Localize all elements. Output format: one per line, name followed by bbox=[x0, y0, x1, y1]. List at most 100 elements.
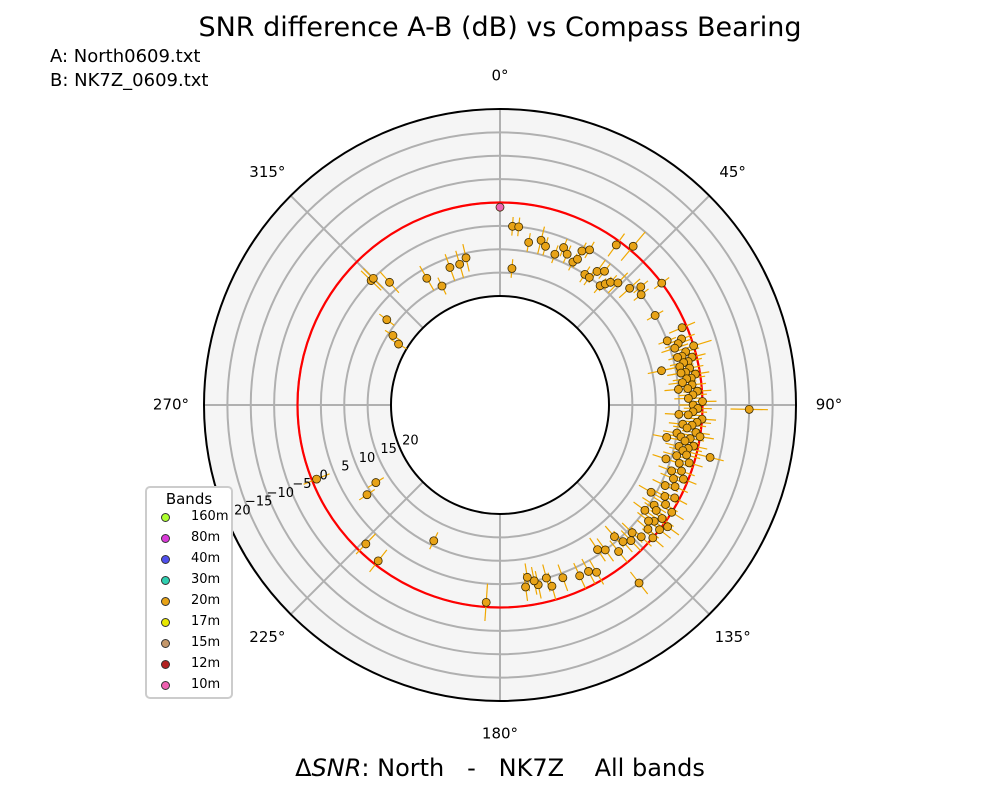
chart-title: SNR difference A-B (dB) vs Compass Beari… bbox=[198, 12, 802, 43]
data-point bbox=[541, 241, 550, 251]
legend-item: 17m bbox=[147, 613, 231, 634]
data-point bbox=[744, 404, 754, 414]
legend-marker bbox=[161, 597, 170, 606]
data-point bbox=[522, 572, 532, 582]
legend-label: 20m bbox=[191, 593, 221, 608]
legend-marker bbox=[161, 660, 170, 669]
data-point bbox=[667, 466, 676, 476]
data-point bbox=[660, 491, 670, 501]
data-point bbox=[614, 547, 624, 556]
data-point bbox=[373, 556, 383, 566]
data-point bbox=[646, 487, 656, 497]
data-point bbox=[547, 581, 557, 591]
legend-item: 20m bbox=[147, 592, 231, 613]
radial-tick-label: 5 bbox=[341, 460, 349, 475]
file-b-label: B: NK7Z_0609.txt bbox=[50, 70, 209, 91]
data-point bbox=[593, 545, 602, 555]
bearing-tick-label: 90° bbox=[816, 396, 843, 414]
data-point bbox=[362, 490, 372, 500]
radial-tick-label: 10 bbox=[359, 451, 376, 466]
bearing-tick-label: 315° bbox=[249, 163, 285, 181]
data-point bbox=[610, 532, 619, 542]
data-point bbox=[628, 241, 638, 251]
data-point bbox=[674, 384, 683, 394]
data-point bbox=[677, 466, 686, 476]
data-point bbox=[674, 458, 684, 468]
data-point bbox=[662, 432, 672, 442]
radial-tick-label: 20 bbox=[402, 433, 419, 448]
data-point bbox=[562, 249, 572, 259]
axis-labels: 0°45°90°135°180°225°270°315°20151050−5−1… bbox=[153, 67, 842, 743]
data-point bbox=[657, 514, 667, 523]
legend-marker bbox=[161, 513, 170, 522]
data-point bbox=[677, 323, 687, 333]
data-point bbox=[445, 263, 455, 272]
legend-item: 40m bbox=[147, 550, 231, 571]
data-point bbox=[606, 277, 615, 287]
bearing-tick-label: 225° bbox=[249, 628, 285, 646]
data-point bbox=[618, 537, 628, 546]
legend-marker bbox=[161, 576, 170, 585]
legend-label: 80m bbox=[191, 530, 221, 545]
legend-marker bbox=[161, 618, 170, 627]
data-point bbox=[455, 259, 465, 269]
data-point bbox=[627, 528, 637, 538]
data-point bbox=[575, 571, 585, 581]
data-point bbox=[661, 500, 670, 509]
data-point bbox=[676, 368, 686, 378]
data-point bbox=[524, 238, 534, 247]
data-point bbox=[667, 507, 677, 517]
radial-tick-label: −15 bbox=[245, 495, 272, 510]
bearing-tick-label: 45° bbox=[719, 163, 746, 181]
legend-item: 80m bbox=[147, 529, 231, 550]
data-point bbox=[651, 505, 661, 515]
data-point bbox=[422, 273, 432, 283]
data-point bbox=[529, 576, 539, 586]
legend-items: 160m 80m 40m 30m 20m 17m 15m 12m 10m bbox=[147, 508, 231, 697]
legend-label: 30m bbox=[191, 572, 221, 587]
data-point bbox=[662, 336, 672, 346]
data-point bbox=[558, 573, 568, 583]
data-point bbox=[657, 366, 666, 376]
data-point bbox=[682, 450, 691, 460]
data-point bbox=[673, 353, 682, 362]
legend-marker bbox=[161, 681, 170, 690]
data-point bbox=[626, 536, 636, 545]
legend-label: 10m bbox=[191, 677, 221, 692]
data-point bbox=[481, 597, 491, 607]
legend-label: 160m bbox=[191, 509, 229, 524]
legend-item: 160m bbox=[147, 508, 231, 529]
legend-label: 40m bbox=[191, 551, 221, 566]
legend-title: Bands bbox=[165, 490, 213, 508]
data-point bbox=[584, 567, 593, 576]
data-point bbox=[660, 481, 670, 490]
data-point bbox=[368, 273, 378, 283]
x-axis-label-prefix: Δ bbox=[295, 754, 312, 782]
data-point bbox=[689, 341, 699, 351]
file-a-label: A: North0609.txt bbox=[50, 46, 201, 67]
data-point bbox=[674, 409, 684, 419]
data-point bbox=[670, 493, 680, 503]
data-point bbox=[577, 246, 587, 256]
data-point bbox=[680, 436, 690, 446]
data-point bbox=[611, 240, 621, 250]
data-point bbox=[683, 410, 693, 420]
data-point bbox=[670, 482, 680, 492]
bearing-tick-label: 180° bbox=[482, 725, 518, 743]
data-point bbox=[312, 474, 321, 484]
data-point bbox=[705, 452, 715, 462]
radial-tick-label: 0 bbox=[320, 468, 328, 483]
legend-item: 30m bbox=[147, 571, 231, 592]
legend: Bands 160m 80m 40m 30m 20m 17m 15m 12m 10m bbox=[145, 486, 233, 699]
legend-label: 17m bbox=[191, 614, 221, 629]
data-point bbox=[669, 474, 678, 484]
data-point bbox=[634, 578, 644, 588]
data-point bbox=[636, 532, 646, 542]
x-axis-label: ΔSNR: North - NK7Z All bands bbox=[0, 754, 1000, 782]
data-point bbox=[585, 245, 594, 255]
data-point bbox=[388, 331, 398, 340]
polar-grid bbox=[203, 108, 797, 702]
data-point bbox=[655, 525, 664, 535]
data-points bbox=[312, 202, 754, 607]
data-point bbox=[650, 311, 660, 320]
